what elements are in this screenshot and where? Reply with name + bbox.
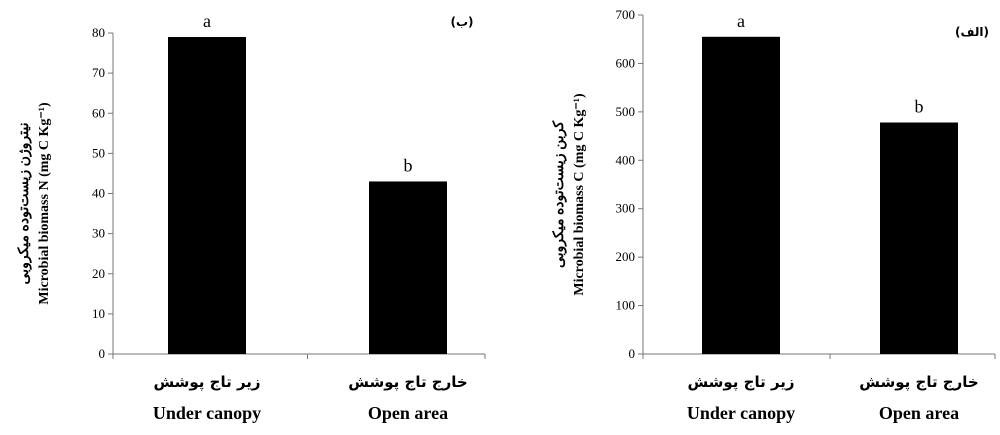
panel-label: (الف) [955,25,989,39]
y-tick-label: 80 [92,25,105,40]
category-label-fa: زیر تاج پوشش [687,373,794,392]
y-tick-label: 10 [92,306,105,321]
category-label-fa: خارج تاج پوشش [859,373,978,392]
category-label-en: Open area [368,403,448,423]
y-tick-label: 200 [616,249,636,264]
y-tick-label: 0 [629,346,636,361]
significance-letter: a [737,11,745,31]
y-tick-label: 0 [99,346,106,361]
y-tick-label: 500 [616,104,636,119]
significance-letter: a [203,11,211,31]
bar-under-canopy [702,36,780,355]
significance-letter: b [915,97,924,117]
y-axis-label-en: Microbial biomass C (mg C Kg⁻¹) [572,93,587,296]
bar-under-canopy [168,37,246,354]
bar-open-area [880,122,958,354]
category-label-fa: زیر تاج پوشش [153,373,260,392]
y-axis-label-en: Microbial biomass N (mg C Kg⁻¹) [37,102,52,305]
y-tick-label: 40 [92,186,105,201]
y-tick-label: 300 [616,201,636,216]
category-label-en: Open area [879,403,959,423]
y-tick-label: 700 [616,7,636,22]
category-label-en: Under canopy [153,403,261,423]
panel-label: (ب) [450,15,473,29]
y-tick-label: 600 [616,55,636,70]
y-tick-label: 70 [92,65,105,80]
y-axis-label-fa: کربن زیست‌توده میکروبی [551,121,567,268]
significance-letter: b [404,155,413,175]
y-tick-label: 100 [616,298,636,313]
y-axis-label-fa: نیتروژن زیست‌توده میکروبی [16,123,32,285]
y-tick-label: 400 [616,152,636,167]
y-tick-label: 30 [92,226,105,241]
y-tick-label: 50 [92,145,105,160]
y-tick-label: 60 [92,105,105,120]
category-label-fa: خارج تاج پوشش [348,373,467,392]
bar-open-area [369,181,447,354]
category-label-en: Under canopy [687,403,795,423]
y-tick-label: 20 [92,266,105,281]
